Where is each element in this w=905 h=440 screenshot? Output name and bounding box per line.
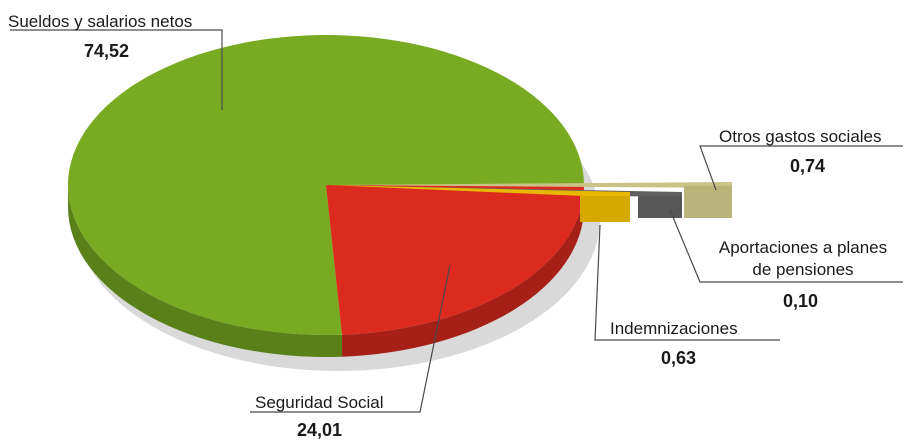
slice-value-sueldos: 74,52 <box>84 41 130 61</box>
slice-label-aportaciones-line1: Aportaciones a planes <box>718 238 888 257</box>
slice-value-otros: 0,74 <box>790 156 826 176</box>
slice-value-indemnizaciones: 0,63 <box>661 348 697 368</box>
slice-side-seguridad <box>342 185 584 357</box>
slice-face-indemnizaciones <box>580 196 630 222</box>
slice-label-aportaciones-line2: de pensiones <box>752 260 854 279</box>
slice-otros <box>326 182 732 188</box>
slice-sueldos <box>67 34 584 335</box>
slice-seguridad <box>326 185 584 335</box>
slice-label-indemnizaciones: Indemnizaciones <box>610 319 738 338</box>
slice-value-aportaciones: 0,10 <box>783 291 819 311</box>
slice-label-seguridad: Seguridad Social <box>255 393 384 412</box>
leader-seguridad <box>250 264 451 413</box>
leader-lines <box>10 29 903 413</box>
slice-face-aportaciones <box>638 196 682 218</box>
slice-label-sueldos: Sueldos y salarios netos <box>8 12 193 31</box>
slice-side-sueldos <box>68 185 343 357</box>
slice-label-otros: Otros gastos sociales <box>719 127 882 146</box>
slice-value-seguridad: 24,01 <box>297 420 343 440</box>
slice-face-otros <box>684 186 732 218</box>
leader-indemnizaciones <box>594 224 780 341</box>
leader-otros <box>699 145 903 191</box>
pie-slices <box>67 34 732 357</box>
leader-aportaciones <box>669 209 903 283</box>
leader-sueldos <box>10 29 223 110</box>
slice-indemnizaciones <box>326 185 630 198</box>
